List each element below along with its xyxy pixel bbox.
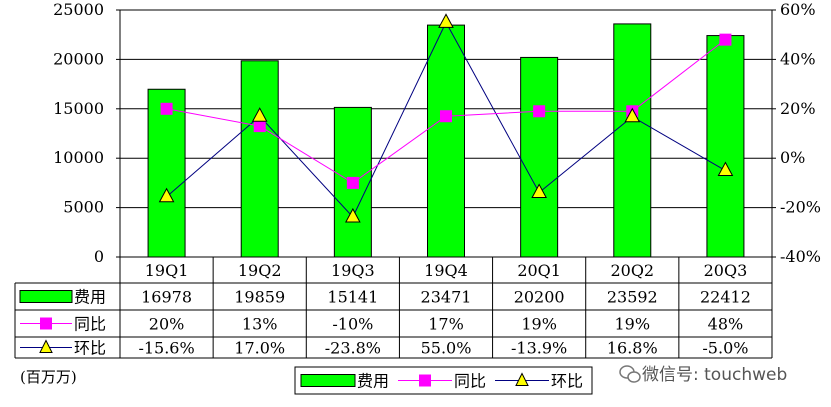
watermark: 微信号: touchweb [619,365,787,385]
table-cell: 15141 [327,288,378,307]
right-tick-label: 20% [780,99,816,118]
table-key-marker [40,317,52,330]
category-label: 20Q1 [517,261,561,280]
table-key-marker [39,339,53,353]
point-tongbi [440,110,452,123]
bar [427,24,465,258]
data-table: 19Q1 19Q2 19Q3 19Q4 20Q1 20Q2 20Q3 费用 16978 19859… [14,257,773,359]
point-huanbi [531,183,547,199]
table-cell: 17.0% [234,339,285,358]
legend-key-marker [419,374,431,387]
table-cell: 16978 [141,288,192,307]
category-label: 20Q2 [610,261,654,280]
point-tongbi [719,33,732,46]
legend: 费用 同比 环比 [294,366,593,395]
bar [147,88,186,258]
category-label: 19Q3 [331,261,375,280]
table-cell: -10% [332,315,373,334]
table-cell: 20200 [514,288,565,307]
table-cell: 55.0% [421,339,472,358]
table-series-name: 同比 [74,315,106,334]
bar [706,35,745,258]
left-tick-label: 5000 [63,198,104,217]
table-cell: -13.9% [511,339,567,358]
point-huanbi [717,161,734,177]
left-tick-label: 15000 [53,99,104,118]
legend-key-bar [300,374,356,387]
left-tick-label: 0 [94,247,104,266]
right-tick-label: 40% [780,49,816,68]
table-cell: 17% [428,315,464,334]
line-series [158,13,734,223]
table-key-bar [19,290,73,303]
table-cell: 48% [708,315,744,334]
point-tongbi [253,120,266,133]
table-cell: 13% [242,315,278,334]
bar [613,23,652,258]
table-cell: -15.6% [138,339,194,358]
category-label: 19Q4 [424,261,468,280]
table-cell: 16.8% [607,339,658,358]
table-cell: 19859 [234,288,285,307]
category-label: 19Q1 [145,261,189,280]
legend-label: 环比 [551,372,583,391]
plot-frame [119,9,773,258]
table-cell: -5.0% [702,339,748,358]
table-cell: 19% [615,315,651,334]
point-huanbi [158,187,175,203]
point-huanbi [345,207,361,223]
table-cell: 23471 [421,288,472,307]
right-tick-label: -20% [780,198,821,217]
table-series-name: 环比 [74,339,106,358]
legend-label: 费用 [357,372,389,391]
unit-note: (百万万) [20,368,77,386]
left-tick-label: 10000 [53,148,104,167]
point-huanbi [624,107,641,123]
table-cell: 22412 [700,288,751,307]
table-cell: 19% [521,315,557,334]
left-tick-label: 25000 [53,0,104,19]
category-label: 19Q2 [238,261,282,280]
watermark-text: 微信号: touchweb [642,365,787,385]
left-tick-label: 20000 [53,49,104,68]
bar [520,56,559,258]
category-label: 20Q3 [704,261,748,280]
table-cell: 20% [149,315,185,334]
right-tick-label: -40% [780,247,821,266]
point-tongbi [160,102,173,115]
right-tick-label: 60% [780,0,816,19]
point-huanbi [251,107,268,122]
table-series-name: 费用 [74,288,106,307]
bar-series [147,23,745,258]
table-cell: -23.8% [325,339,381,358]
right-tick-label: 0% [780,148,805,167]
bar [240,60,279,258]
wechat-icon [619,365,641,383]
legend-label: 同比 [454,372,486,391]
point-huanbi [438,13,454,28]
table-cell: 23592 [607,288,658,307]
axes: 0 -40% 5000 -20% 10000 0% 15000 20% 20000 40% 2500… [53,0,821,266]
point-tongbi [346,176,359,189]
point-tongbi [533,105,546,118]
legend-key-marker [515,372,529,386]
